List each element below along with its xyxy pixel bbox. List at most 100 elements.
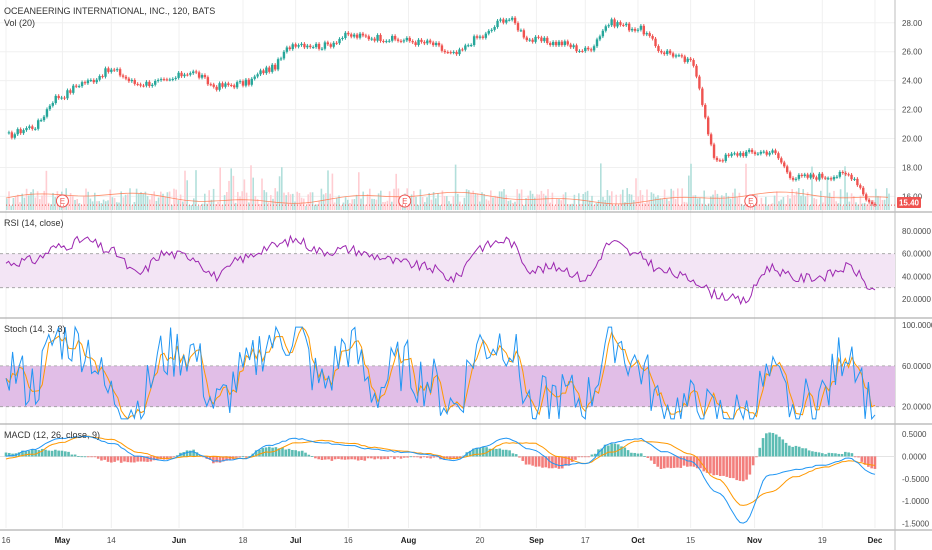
macd-histogram-bar <box>159 456 162 460</box>
candle-body <box>510 17 514 20</box>
volume-bar <box>591 195 593 210</box>
stoch-indicator-title[interactable]: Stoch (14, 3, 3) <box>4 324 66 334</box>
candle-body <box>853 178 856 180</box>
volume-bar <box>582 193 584 210</box>
volume-bar <box>274 188 276 210</box>
volume-bar <box>32 189 34 210</box>
volume-bar <box>604 199 606 210</box>
candle-body <box>227 83 230 86</box>
candle-body <box>10 132 14 138</box>
candle-body <box>303 43 306 48</box>
volume-bar <box>514 201 516 210</box>
candle-body <box>862 187 865 195</box>
volume-bar <box>646 189 648 210</box>
volume-bar <box>452 196 455 210</box>
earnings-marker[interactable] <box>398 194 412 208</box>
volume-bar <box>655 197 657 210</box>
earnings-marker[interactable] <box>55 194 69 208</box>
volume-bar <box>886 188 888 210</box>
candle-body <box>113 69 116 71</box>
symbol-title[interactable]: OCEANEERING INTERNATIONAL, INC., 120, BA… <box>4 6 215 16</box>
macd-histogram-bar <box>827 452 831 457</box>
volume-bar <box>644 203 646 210</box>
macd-histogram-bar <box>860 456 864 462</box>
volume-bar <box>454 164 457 210</box>
volume-bar <box>784 203 787 210</box>
stoch-axis-tick-label: 60.0000 <box>902 362 931 371</box>
candle-body <box>54 95 57 104</box>
candle-body <box>677 55 681 57</box>
volume-bar <box>373 198 375 210</box>
candle-body <box>256 74 259 77</box>
volume-bar <box>844 166 846 210</box>
macd-histogram-bar <box>801 448 804 457</box>
candle-body <box>709 134 713 145</box>
volume-bar <box>551 192 554 210</box>
macd-histogram-bar <box>169 456 172 458</box>
macd-histogram-bar <box>557 456 561 469</box>
rsi-indicator-title[interactable]: RSI (14, close) <box>4 218 64 228</box>
macd-histogram-bar <box>584 456 587 458</box>
volume-bar <box>113 197 116 210</box>
macd-histogram-bar <box>541 456 544 468</box>
candle-body <box>361 33 365 36</box>
volume-bar <box>569 204 571 210</box>
volume-bar <box>384 201 386 210</box>
candle-body <box>747 149 751 152</box>
macd-indicator-title[interactable]: MACD (12, 26, close, 9) <box>4 430 100 440</box>
volume-bar <box>586 190 589 210</box>
candle-body <box>706 117 710 135</box>
volume-bar <box>19 202 21 210</box>
candle-body <box>364 35 368 37</box>
candle-body <box>803 174 806 176</box>
candle-body <box>271 64 274 72</box>
volume-bar <box>672 190 675 210</box>
volume-bar <box>839 189 842 210</box>
volume-bar <box>795 191 798 210</box>
macd-histogram-bar <box>508 450 511 457</box>
candle-body <box>194 71 198 73</box>
candle-body <box>162 79 166 81</box>
macd-histogram-bar <box>37 450 41 457</box>
candle-body <box>399 40 403 42</box>
volume-bar <box>793 195 796 210</box>
volume-bar <box>875 188 877 210</box>
earnings-marker[interactable] <box>744 194 758 208</box>
candle-body <box>484 33 488 38</box>
candle-body <box>867 199 871 202</box>
volume-bar <box>219 167 221 210</box>
volume-bar <box>503 189 505 210</box>
time-axis-label: 20 <box>476 536 485 545</box>
volume-bar <box>813 198 815 210</box>
candle-body <box>317 43 321 49</box>
time-axis[interactable]: 16 May 14 Jun 18 Jul 16 Aug 20 Sep 17 Oct 15 Nov 19 Dec <box>2 536 883 545</box>
volume-indicator-title[interactable]: Vol (20) <box>4 18 35 28</box>
candle-body <box>16 129 19 135</box>
candle-body <box>95 79 98 83</box>
price-axis[interactable]: 28.00 26.00 24.00 22.00 20.00 18.00 16.00 80.00… <box>902 19 932 529</box>
macd-histogram-bar <box>24 451 28 457</box>
macd-histogram-bar <box>656 456 660 467</box>
volume-bar <box>100 203 103 210</box>
volume-bar <box>254 196 257 210</box>
volume-bar <box>771 203 774 210</box>
volume-bar <box>600 163 602 210</box>
volume-bar <box>162 193 164 210</box>
macd-histogram-bar <box>376 456 380 459</box>
macd-histogram-bar <box>613 443 617 457</box>
candle-body <box>528 39 531 41</box>
candle-body <box>844 172 847 175</box>
candle-body <box>127 78 131 82</box>
macd-histogram-bar <box>21 450 24 457</box>
candle-body <box>189 73 192 75</box>
macd-histogram-bar <box>389 456 393 458</box>
volume-bar <box>674 199 677 210</box>
volume-bar <box>186 180 188 210</box>
volume-bar <box>593 205 595 210</box>
macd-histogram-bar <box>607 445 610 457</box>
macd-histogram-bar <box>662 456 666 469</box>
candle-body <box>686 58 689 62</box>
candle-body <box>718 160 722 162</box>
macd-histogram-bar <box>814 451 818 457</box>
